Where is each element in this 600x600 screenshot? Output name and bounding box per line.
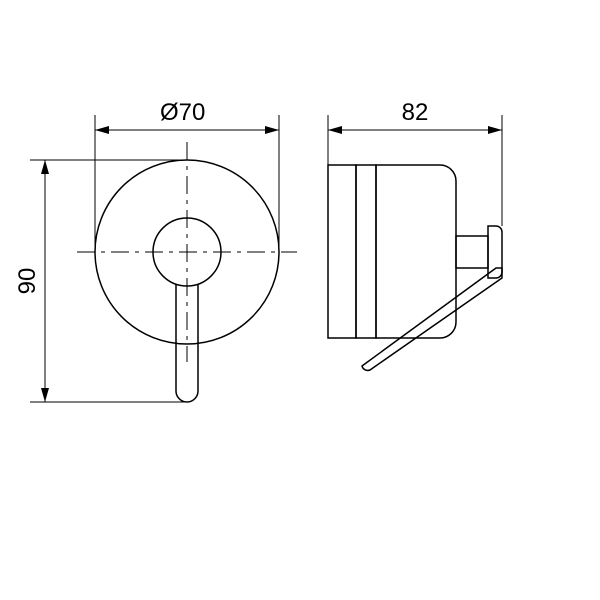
front-view (77, 142, 297, 402)
dimensions (30, 115, 502, 402)
dimension-labels: Ø70 82 90 (14, 99, 428, 294)
dimension-width-label: 82 (402, 99, 429, 126)
side-view (328, 165, 502, 370)
dimension-diameter-label: Ø70 (160, 99, 205, 126)
technical-drawing: Ø70 82 90 (0, 0, 600, 600)
dimension-height-label: 90 (14, 268, 41, 295)
